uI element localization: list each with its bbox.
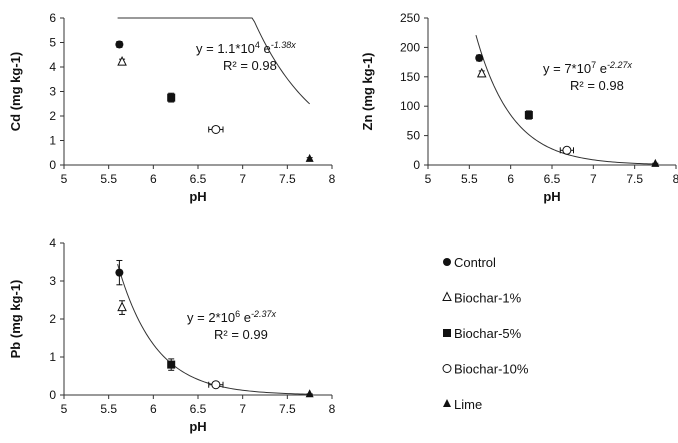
legend-label-lime: Lime <box>454 397 482 412</box>
chart-panel-2: 0 50 100 150 200 250 5 5.5 6 6.5 7 7.5 8 pH Zn (mg kg-… <box>360 11 678 204</box>
legend-label-control: Control <box>454 255 496 270</box>
fit-curve <box>117 17 311 105</box>
y-axis-label: Pb (mg kg-1) <box>8 280 23 359</box>
y-tick-label: 200 <box>400 40 420 54</box>
y-tick-label: 2 <box>49 109 56 123</box>
r-squared-label: R² = 0.99 <box>214 327 268 342</box>
legend-marker-biochar-5 <box>443 329 451 337</box>
y-tick-label: 4 <box>49 60 56 74</box>
x-tick-label: 6.5 <box>544 172 561 186</box>
y-tick-label: 150 <box>400 70 420 84</box>
fit-equation: y = 7*107 e-2.27x <box>543 60 632 76</box>
x-tick-label: 5.5 <box>461 172 478 186</box>
data-point-control <box>115 268 124 277</box>
x-tick-label: 7.5 <box>279 172 296 186</box>
fit-equation: y = 2*106 e-2.37x <box>187 309 276 325</box>
chart-panel-1: 0 1 2 3 4 5 6 5 5.5 6 6.5 7 7.5 8 pH Cd (mg kg-1) y = 1.… <box>8 11 336 204</box>
x-tick-label: 5 <box>425 172 432 186</box>
fit-equation: y = 1.1*104 e-1.38x <box>196 40 296 56</box>
x-axis-label: pH <box>189 189 206 204</box>
x-tick-label: 6 <box>150 402 157 416</box>
y-tick-label: 3 <box>49 85 56 99</box>
y-tick-label: 250 <box>400 11 420 25</box>
x-tick-label: 5 <box>61 402 68 416</box>
y-tick-label: 1 <box>49 134 56 148</box>
y-tick-label: 0 <box>49 388 56 402</box>
data-point-biochar-10 <box>562 145 572 155</box>
x-tick-label: 6.5 <box>190 172 207 186</box>
legend: Control Biochar-1% Biochar-5% Biochar-10% Li… <box>442 255 529 412</box>
legend-marker-biochar-1 <box>442 291 452 301</box>
legend-label-biochar-5: Biochar-5% <box>454 326 522 341</box>
x-tick-label: 7 <box>590 172 597 186</box>
data-point-biochar-1 <box>117 55 127 66</box>
data-point-biochar-10 <box>211 124 221 134</box>
y-tick-label: 0 <box>413 158 420 172</box>
data-point-biochar-1 <box>476 67 487 78</box>
data-point-biochar-5 <box>524 111 533 120</box>
data-point-biochar-1 <box>117 301 127 312</box>
x-tick-label: 7.5 <box>626 172 643 186</box>
fit-curve <box>475 35 656 165</box>
x-tick-label: 6.5 <box>190 402 207 416</box>
x-tick-label: 5.5 <box>100 172 117 186</box>
x-tick-label: 7.5 <box>279 402 296 416</box>
x-tick-label: 8 <box>329 172 336 186</box>
y-axis-label: Zn (mg kg-1) <box>360 53 375 131</box>
legend-marker-lime <box>443 399 451 407</box>
data-point-lime <box>651 158 660 167</box>
x-tick-label: 8 <box>673 172 678 186</box>
data-point-biochar-5 <box>167 360 176 369</box>
data-point-biochar-5 <box>167 93 176 102</box>
y-tick-label: 6 <box>49 11 56 25</box>
legend-marker-control <box>443 258 451 266</box>
y-tick-label: 1 <box>49 350 56 364</box>
x-tick-label: 5 <box>61 172 68 186</box>
x-axis-label: pH <box>543 189 560 204</box>
y-tick-label: 5 <box>49 36 56 50</box>
y-tick-label: 0 <box>49 158 56 172</box>
data-point-control <box>475 53 484 62</box>
x-tick-label: 8 <box>329 402 336 416</box>
x-tick-label: 6 <box>150 172 157 186</box>
x-tick-label: 7 <box>239 172 246 186</box>
y-tick-label: 50 <box>407 129 421 143</box>
legend-label-biochar-1: Biochar-1% <box>454 291 522 306</box>
y-tick-label: 2 <box>49 312 56 326</box>
data-point-lime <box>305 389 314 398</box>
data-point-biochar-10 <box>211 380 221 390</box>
y-tick-label: 3 <box>49 274 56 288</box>
x-tick-label: 5.5 <box>100 402 117 416</box>
y-tick-label: 100 <box>400 99 420 113</box>
x-tick-label: 7 <box>239 402 246 416</box>
data-point-control <box>115 40 124 49</box>
r-squared-label: R² = 0.98 <box>570 78 624 93</box>
data-point-lime <box>305 153 314 162</box>
y-tick-label: 4 <box>49 236 56 250</box>
chart-panel-3: 0 1 2 3 4 5 5.5 6 6.5 7 7.5 8 pH Pb (mg kg-1) y = 2*10… <box>8 236 336 434</box>
legend-label-biochar-10: Biochar-10% <box>454 362 529 377</box>
legend-marker-biochar-10 <box>442 364 452 373</box>
x-axis-label: pH <box>189 419 206 434</box>
y-axis-label: Cd (mg kg-1) <box>8 52 23 131</box>
r-squared-label: R² = 0.98 <box>223 58 277 73</box>
x-tick-label: 6 <box>507 172 514 186</box>
